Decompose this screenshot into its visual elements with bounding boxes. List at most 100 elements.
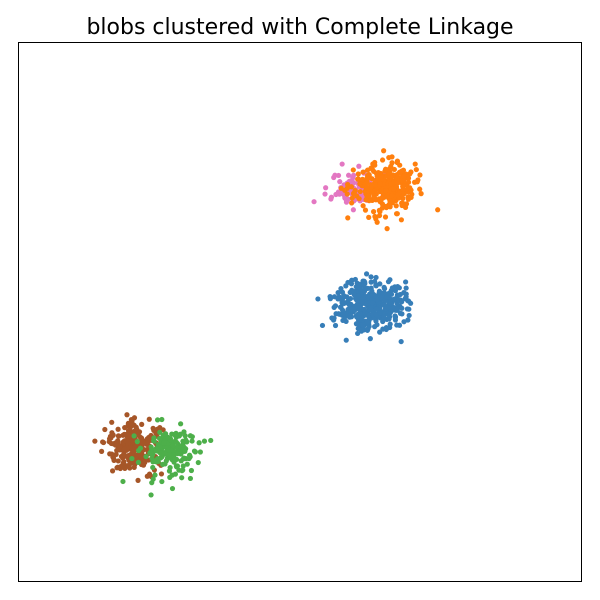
data-point	[394, 301, 400, 307]
data-point	[382, 214, 389, 220]
data-point	[368, 274, 374, 280]
data-point	[150, 425, 156, 431]
data-point	[354, 314, 360, 320]
data-point	[372, 182, 378, 188]
data-point	[147, 450, 153, 456]
data-point	[328, 196, 334, 202]
data-point	[172, 471, 178, 477]
data-point	[392, 297, 398, 303]
data-point	[349, 287, 355, 293]
data-point	[391, 166, 397, 173]
data-point	[345, 172, 352, 178]
data-point	[381, 286, 388, 292]
data-point	[135, 477, 141, 483]
data-point	[109, 419, 115, 425]
data-point	[395, 180, 401, 186]
data-point	[355, 171, 361, 177]
data-point	[343, 337, 349, 343]
data-point	[393, 203, 399, 209]
data-point	[140, 439, 146, 445]
data-point	[150, 476, 156, 482]
data-point	[397, 291, 403, 298]
data-point	[129, 455, 135, 462]
data-point	[124, 412, 130, 418]
data-point	[357, 181, 363, 187]
data-point	[125, 431, 131, 437]
data-point	[180, 463, 186, 469]
data-point	[387, 277, 393, 283]
data-point	[377, 209, 383, 215]
data-point	[401, 173, 407, 179]
data-point	[102, 426, 108, 433]
data-point	[381, 148, 387, 154]
data-point	[162, 431, 169, 437]
data-point	[369, 288, 375, 294]
data-point	[339, 161, 345, 167]
data-point	[148, 492, 154, 498]
data-point	[374, 296, 380, 303]
data-point	[394, 211, 400, 217]
data-point	[384, 192, 390, 198]
data-point	[418, 191, 424, 197]
data-point	[327, 293, 333, 300]
data-point	[174, 451, 181, 457]
data-point	[340, 299, 347, 305]
data-point	[360, 203, 366, 209]
data-point	[331, 315, 337, 321]
data-point	[350, 167, 356, 173]
data-point	[332, 303, 339, 309]
data-point	[369, 166, 376, 173]
data-point	[346, 301, 352, 308]
data-point	[349, 200, 355, 206]
data-point	[356, 163, 362, 169]
data-point	[386, 314, 393, 320]
data-point	[120, 478, 126, 485]
data-point	[181, 455, 187, 461]
data-point	[359, 327, 365, 333]
data-point	[151, 435, 157, 441]
data-point	[355, 176, 361, 182]
data-point	[361, 306, 368, 313]
data-point	[133, 443, 139, 449]
data-point	[137, 445, 144, 451]
data-point	[188, 467, 195, 474]
data-point	[151, 458, 158, 464]
series-4	[120, 416, 214, 498]
data-point	[158, 450, 164, 456]
data-point	[374, 219, 380, 225]
data-point	[187, 475, 194, 482]
data-point	[400, 183, 406, 189]
data-point	[350, 207, 356, 213]
data-point	[357, 188, 363, 195]
data-point	[372, 278, 378, 285]
data-point	[379, 157, 386, 163]
data-point	[201, 438, 208, 444]
data-point	[100, 439, 107, 446]
data-point	[109, 468, 116, 474]
data-point	[128, 417, 134, 423]
data-point	[376, 212, 383, 219]
data-point	[120, 452, 126, 458]
data-point	[173, 456, 180, 462]
data-point	[365, 326, 371, 332]
data-point	[108, 440, 114, 447]
data-point	[356, 303, 362, 309]
data-point	[399, 177, 405, 184]
data-point	[403, 285, 409, 291]
data-point	[153, 448, 159, 454]
data-point	[340, 317, 346, 324]
data-point	[417, 186, 423, 192]
data-point	[150, 464, 156, 471]
data-point	[361, 288, 368, 294]
data-point	[156, 435, 163, 442]
data-point	[180, 438, 186, 444]
data-point	[398, 217, 404, 223]
data-point	[405, 317, 411, 323]
data-point	[115, 426, 121, 432]
data-point	[389, 192, 395, 199]
data-point	[350, 172, 357, 178]
data-point	[372, 159, 378, 166]
data-point	[381, 290, 387, 296]
data-point	[335, 311, 342, 317]
data-point	[364, 167, 371, 173]
